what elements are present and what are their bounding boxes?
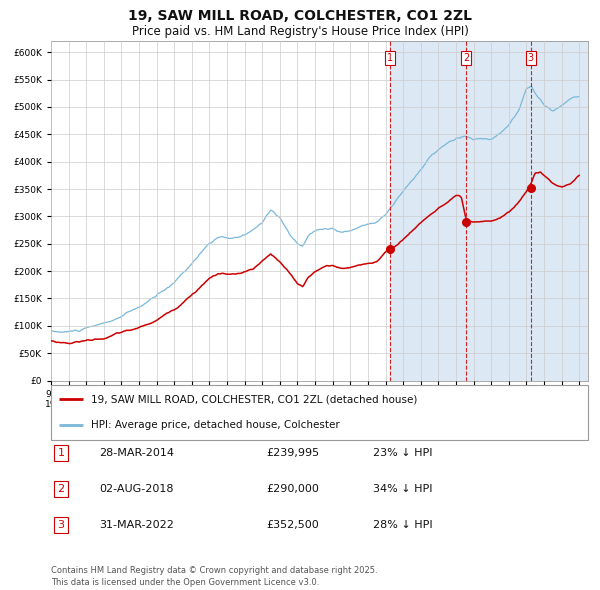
Text: 2: 2 <box>58 484 65 494</box>
Text: 1: 1 <box>58 448 64 458</box>
Text: 31-MAR-2022: 31-MAR-2022 <box>100 520 174 530</box>
Text: £290,000: £290,000 <box>266 484 319 494</box>
Text: Price paid vs. HM Land Registry's House Price Index (HPI): Price paid vs. HM Land Registry's House … <box>131 25 469 38</box>
Bar <box>390 41 588 381</box>
Text: 1: 1 <box>386 53 393 63</box>
Text: 19, SAW MILL ROAD, COLCHESTER, CO1 2ZL (detached house): 19, SAW MILL ROAD, COLCHESTER, CO1 2ZL (… <box>91 395 418 405</box>
Text: 23% ↓ HPI: 23% ↓ HPI <box>373 448 433 458</box>
Text: 3: 3 <box>58 520 64 530</box>
Text: HPI: Average price, detached house, Colchester: HPI: Average price, detached house, Colc… <box>91 419 340 430</box>
Text: 2: 2 <box>463 53 469 63</box>
Text: 19, SAW MILL ROAD, COLCHESTER, CO1 2ZL: 19, SAW MILL ROAD, COLCHESTER, CO1 2ZL <box>128 9 472 23</box>
Text: 34% ↓ HPI: 34% ↓ HPI <box>373 484 433 494</box>
Text: 28% ↓ HPI: 28% ↓ HPI <box>373 520 433 530</box>
Text: £352,500: £352,500 <box>266 520 319 530</box>
Text: 28-MAR-2014: 28-MAR-2014 <box>100 448 175 458</box>
Text: £239,995: £239,995 <box>266 448 319 458</box>
Text: 02-AUG-2018: 02-AUG-2018 <box>100 484 174 494</box>
Text: Contains HM Land Registry data © Crown copyright and database right 2025.
This d: Contains HM Land Registry data © Crown c… <box>51 566 377 587</box>
FancyBboxPatch shape <box>51 385 588 440</box>
Text: 3: 3 <box>528 53 534 63</box>
